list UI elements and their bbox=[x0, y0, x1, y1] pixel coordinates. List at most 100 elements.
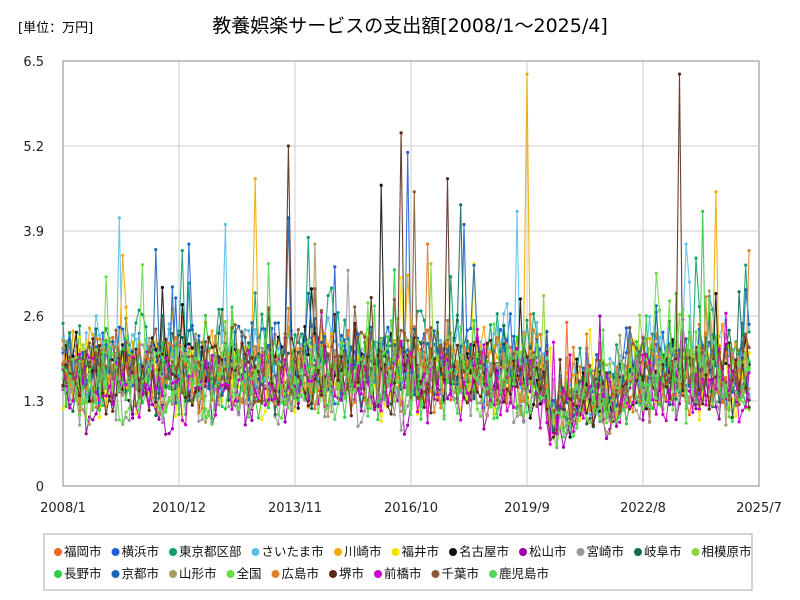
data-point bbox=[744, 405, 748, 409]
data-point bbox=[505, 409, 509, 413]
data-point bbox=[535, 343, 539, 347]
data-point bbox=[538, 402, 542, 406]
data-point bbox=[469, 398, 473, 402]
data-point bbox=[498, 413, 503, 417]
data-point bbox=[591, 386, 595, 390]
data-point bbox=[369, 406, 373, 411]
data-point bbox=[313, 373, 317, 377]
data-point bbox=[68, 331, 72, 336]
data-point bbox=[518, 413, 523, 417]
data-point bbox=[170, 285, 174, 289]
data-point bbox=[412, 327, 416, 331]
data-point bbox=[237, 396, 241, 400]
data-point bbox=[61, 407, 65, 411]
data-point bbox=[273, 340, 277, 344]
data-point bbox=[638, 360, 642, 364]
data-point bbox=[207, 349, 211, 353]
data-point bbox=[121, 368, 125, 372]
data-point bbox=[714, 387, 718, 391]
data-point bbox=[78, 335, 82, 339]
data-point bbox=[184, 365, 188, 369]
data-point bbox=[412, 190, 416, 194]
data-point bbox=[81, 382, 85, 386]
data-point bbox=[532, 402, 536, 407]
data-point bbox=[243, 402, 247, 406]
data-point bbox=[200, 414, 204, 418]
data-point bbox=[658, 402, 662, 406]
data-point bbox=[432, 388, 436, 392]
data-point bbox=[200, 345, 204, 349]
data-point bbox=[310, 384, 314, 388]
data-point bbox=[389, 366, 393, 371]
legend: 福岡市 横浜市 東京都区部 さいたま市 川崎市 福井市 名古屋市 松山市 宮崎市 岐阜市 相模原市長… bbox=[54, 544, 752, 581]
data-point bbox=[624, 351, 629, 355]
data-point bbox=[694, 256, 698, 260]
data-point bbox=[601, 395, 605, 399]
data-point bbox=[253, 328, 257, 332]
data-point bbox=[568, 426, 572, 430]
data-point bbox=[157, 368, 161, 372]
data-point bbox=[306, 235, 310, 240]
data-point bbox=[611, 398, 615, 402]
data-point bbox=[621, 379, 625, 383]
data-point bbox=[382, 402, 387, 406]
data-point bbox=[200, 417, 204, 422]
data-point bbox=[170, 381, 174, 385]
data-point bbox=[585, 393, 589, 397]
data-point bbox=[624, 326, 629, 330]
data-point bbox=[495, 407, 499, 411]
data-point bbox=[233, 404, 237, 408]
data-point bbox=[296, 406, 300, 410]
data-point bbox=[137, 363, 141, 367]
data-point bbox=[631, 410, 635, 414]
data-point bbox=[203, 416, 208, 420]
data-point bbox=[310, 324, 314, 328]
data-point bbox=[313, 242, 317, 246]
data-point bbox=[376, 353, 380, 357]
data-point bbox=[465, 401, 469, 405]
data-point bbox=[561, 388, 566, 392]
data-point bbox=[611, 361, 615, 365]
data-point bbox=[618, 333, 622, 337]
data-point bbox=[581, 376, 585, 380]
data-point bbox=[402, 409, 406, 413]
data-point bbox=[389, 319, 393, 323]
data-point bbox=[671, 338, 675, 342]
data-point bbox=[127, 373, 131, 377]
data-point bbox=[542, 352, 546, 356]
data-point bbox=[459, 418, 463, 422]
data-point bbox=[343, 373, 347, 377]
data-point bbox=[601, 420, 605, 424]
x-tick-label: 2016/10 bbox=[384, 501, 438, 516]
data-point bbox=[479, 364, 483, 368]
data-point bbox=[273, 321, 277, 325]
data-point bbox=[91, 354, 95, 358]
data-point bbox=[452, 336, 456, 340]
data-point bbox=[399, 378, 403, 383]
data-point bbox=[81, 351, 85, 355]
data-point bbox=[711, 339, 715, 343]
data-point bbox=[608, 415, 612, 419]
data-point bbox=[588, 385, 592, 389]
data-point bbox=[412, 336, 416, 340]
data-point bbox=[64, 404, 68, 409]
data-point bbox=[498, 400, 503, 404]
data-point bbox=[353, 362, 357, 366]
data-point bbox=[306, 364, 310, 368]
data-point bbox=[465, 375, 469, 379]
data-point bbox=[111, 345, 115, 349]
data-point bbox=[310, 364, 314, 368]
data-point bbox=[518, 362, 523, 366]
data-point bbox=[551, 416, 556, 420]
data-point bbox=[734, 370, 738, 374]
data-point bbox=[697, 358, 701, 362]
data-point bbox=[177, 343, 181, 347]
data-point bbox=[724, 375, 728, 380]
data-point bbox=[329, 377, 334, 381]
data-point bbox=[707, 378, 711, 382]
data-point bbox=[714, 346, 718, 350]
data-point bbox=[720, 322, 725, 327]
data-point bbox=[154, 387, 158, 391]
data-point bbox=[107, 345, 111, 350]
data-point bbox=[608, 380, 612, 384]
